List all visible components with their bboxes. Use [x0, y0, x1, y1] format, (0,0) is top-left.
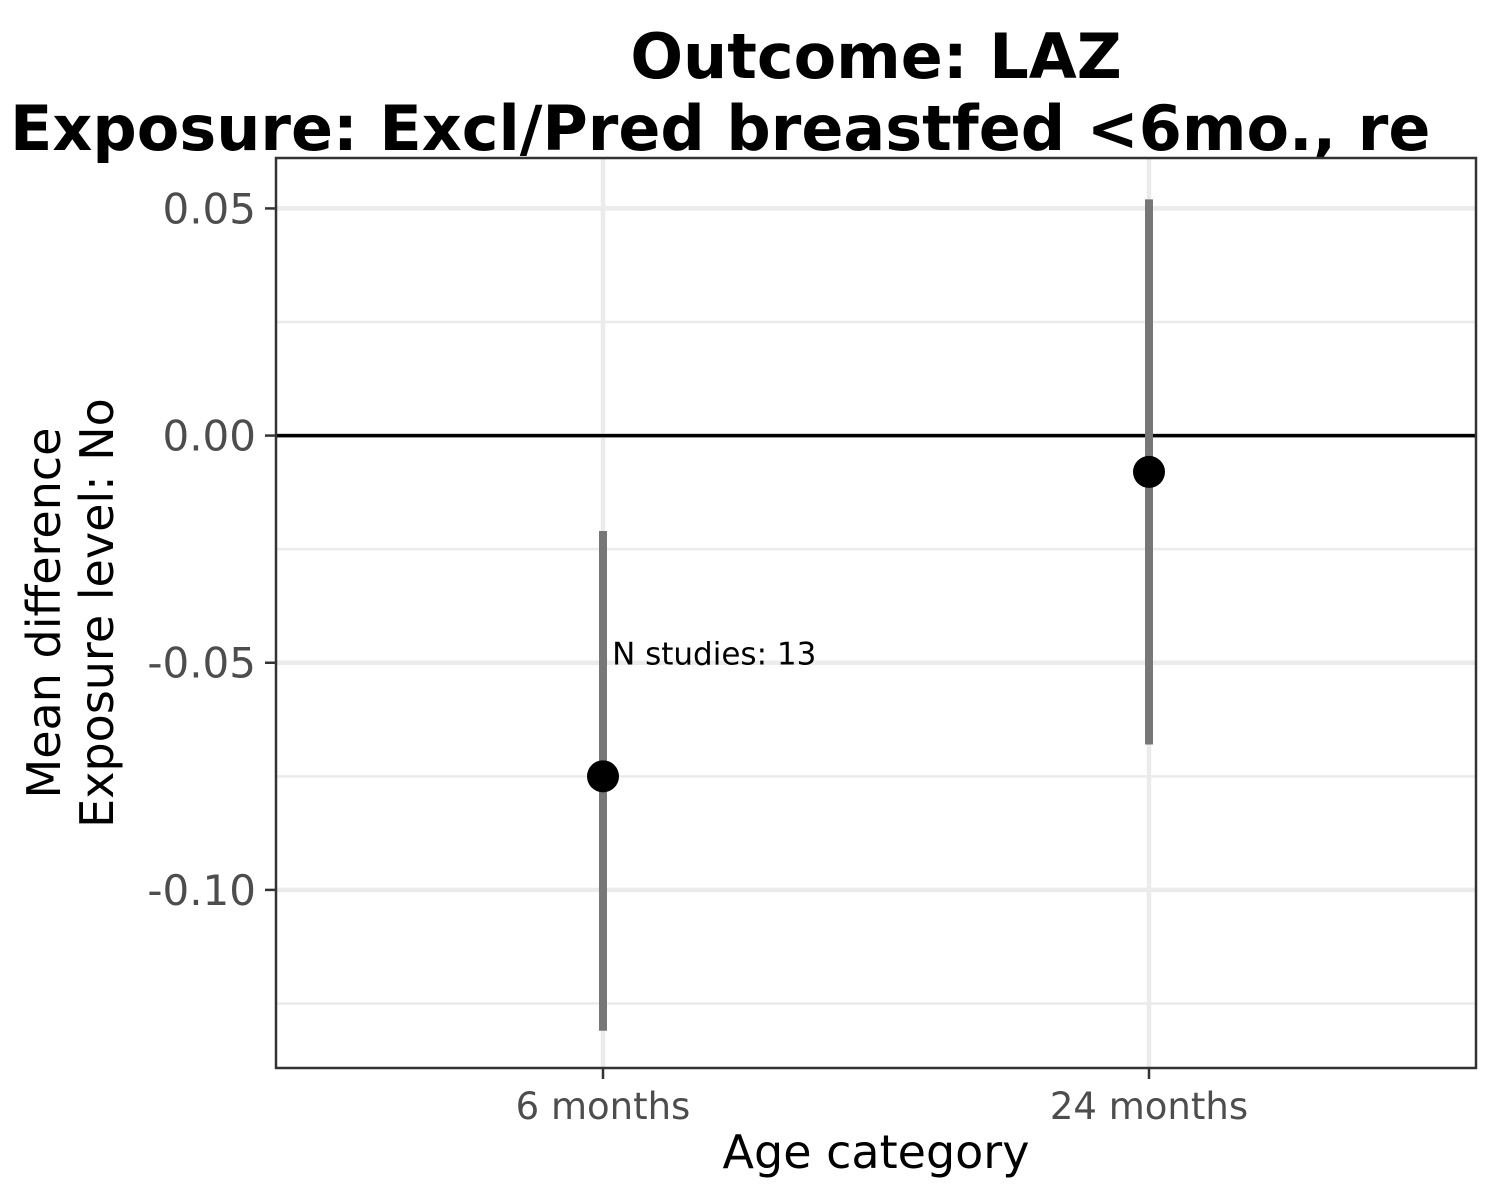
- y-axis-title-line-1: Mean difference: [17, 428, 71, 799]
- x-tick-label-1: 24 months: [1050, 1085, 1248, 1128]
- plot-area: N studies: 13 0.05 0.00 -0.05 -0.10 6 months 2…: [147, 156, 1478, 1128]
- chart-subtitle: Exposure: Excl/Pred breastfed <6mo., re: [10, 92, 1430, 165]
- y-axis-title-line-2: Exposure level: No: [70, 398, 124, 828]
- y-tick-label-3: -0.10: [147, 866, 256, 915]
- estimate-point-1: [1133, 455, 1165, 488]
- x-tick-label-0: 6 months: [516, 1085, 691, 1128]
- chart-title: Outcome: LAZ: [630, 20, 1121, 93]
- x-axis-title: Age category: [723, 1125, 1030, 1179]
- estimate-point-0: [587, 760, 619, 793]
- y-tick-label-1: 0.00: [162, 412, 256, 461]
- annotation-n-studies: N studies: 13: [612, 637, 816, 673]
- y-tick-label-0: 0.05: [162, 184, 256, 233]
- panel-border: [274, 156, 1478, 1070]
- y-tick-label-2: -0.05: [147, 639, 256, 688]
